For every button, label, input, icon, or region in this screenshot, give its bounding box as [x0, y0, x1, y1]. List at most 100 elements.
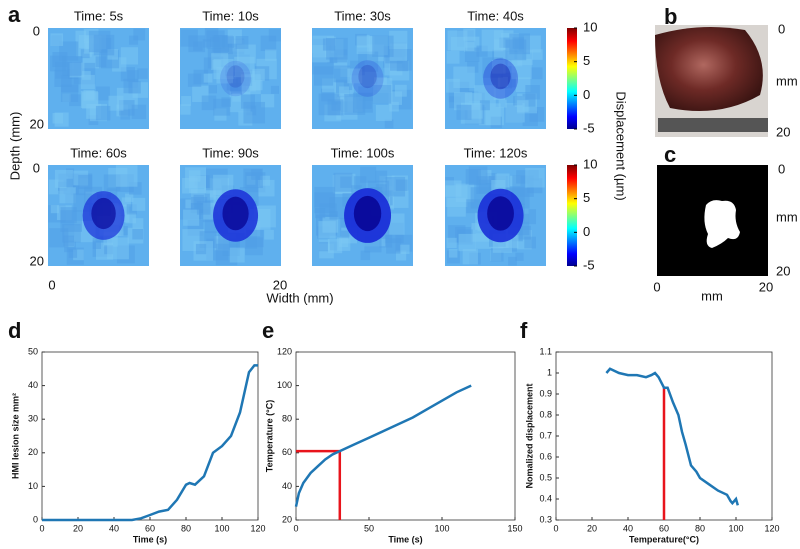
heatmap-texture — [252, 68, 265, 82]
y-tick-label: 0.6 — [539, 451, 552, 461]
heatmap-texture — [498, 99, 507, 108]
heatmap-texture — [516, 100, 529, 113]
heatmap-texture — [128, 35, 139, 45]
heatmap-texture — [229, 247, 245, 263]
heatmap-texture — [400, 244, 410, 254]
data-line — [42, 364, 258, 522]
map-title: Time: 10s — [202, 8, 259, 23]
heatmap-texture — [213, 174, 234, 195]
heatmap-texture — [396, 60, 409, 72]
colorbar-label: Displacement (µm) — [614, 91, 629, 200]
heatmap-texture — [126, 204, 137, 215]
heatmap-texture — [347, 68, 363, 84]
heatmap-texture — [193, 194, 204, 205]
y-tick-label: 0 — [778, 161, 785, 176]
heatmap-texture — [445, 180, 462, 197]
heatmap-texture — [375, 104, 392, 122]
data-line — [605, 367, 740, 506]
heatmap-texture — [188, 170, 201, 182]
heatmap-texture — [351, 185, 362, 196]
x-tick-label: 80 — [695, 523, 705, 533]
heatmap-texture — [464, 47, 480, 62]
heatmap-texture — [481, 29, 504, 52]
y-axis-label: HMI lesion size mm² — [10, 393, 20, 479]
colorbar-tick-label: 10 — [583, 19, 597, 34]
heatmap-texture — [196, 201, 211, 215]
y-tick-label: 1.1 — [539, 346, 552, 356]
heatmap-texture — [203, 73, 213, 83]
y-tick-label: 20 — [30, 116, 44, 131]
y-axis-label: Nomalized displacement — [524, 383, 534, 488]
heatmap-texture — [465, 42, 475, 52]
y-tick-label: 10 — [28, 481, 38, 491]
colorbar-tick-label: -5 — [583, 257, 595, 272]
x-tick-label: 40 — [623, 523, 633, 533]
y-tick-label: 0 — [33, 514, 38, 524]
heatmap-texture — [108, 95, 124, 111]
heatmap-texture — [446, 50, 460, 64]
heatmap-texture — [121, 197, 131, 207]
heatmap-texture — [82, 71, 91, 80]
y-tick-label: 0.9 — [539, 388, 552, 398]
lesion-core — [222, 196, 249, 231]
heatmap-texture — [201, 95, 217, 111]
heatmap-texture — [95, 105, 111, 121]
lesion-core — [91, 197, 116, 230]
heatmap-texture — [446, 237, 457, 249]
x-tick-label: 20 — [587, 523, 597, 533]
heatmap-texture — [93, 34, 115, 56]
heatmap-texture — [125, 193, 134, 202]
x-tick-label: 0 — [39, 523, 44, 533]
heatmap-texture — [353, 176, 367, 189]
x-tick-label: 120 — [764, 523, 779, 533]
heatmap-texture — [456, 104, 472, 120]
x-tick-label: 20 — [759, 279, 773, 294]
lesion-mask — [704, 200, 740, 248]
heatmap-texture — [213, 98, 231, 116]
heatmap-texture — [465, 169, 481, 185]
heatmap-texture — [264, 229, 274, 240]
y-tick-label: 40 — [28, 380, 38, 390]
heatmap-texture — [318, 221, 336, 239]
axis-label: mm — [701, 288, 723, 303]
y-tick-label: 0.5 — [539, 472, 552, 482]
colorbar — [567, 165, 577, 266]
lesion-core — [226, 65, 245, 88]
x-axis-label: Time (s) — [133, 534, 167, 544]
y-tick-label: 120 — [277, 346, 292, 356]
heatmap-texture — [458, 233, 476, 252]
heatmap-texture — [333, 65, 351, 83]
map-title: Time: 30s — [334, 8, 391, 23]
panel-label: a — [8, 2, 21, 27]
heatmap-texture — [243, 168, 263, 189]
heatmap-texture — [318, 241, 329, 252]
heatmap-texture — [327, 99, 344, 116]
colorbar-tick-label: 5 — [583, 190, 590, 205]
y-tick-label: 50 — [28, 346, 38, 356]
heatmap-texture — [243, 101, 266, 124]
tissue-photo — [655, 26, 763, 112]
y-tick-label: 60 — [282, 447, 292, 457]
heatmap-texture — [183, 209, 200, 226]
heatmap-texture — [386, 238, 402, 254]
axis-label: mm — [776, 209, 798, 224]
x-tick-label: 150 — [507, 523, 522, 533]
heatmap-texture — [181, 96, 192, 106]
colorbar-tick-label: -5 — [583, 120, 595, 135]
map-title: Time: 5s — [74, 8, 124, 23]
heatmap-texture — [375, 170, 388, 183]
heatmap-texture — [213, 59, 234, 80]
x-tick-label: 0 — [653, 279, 660, 294]
heatmap-texture — [505, 39, 527, 61]
x-tick-label: 50 — [364, 523, 374, 533]
heatmap-texture — [208, 85, 217, 94]
heatmap-texture — [60, 84, 79, 102]
y-tick-label: 20 — [776, 124, 790, 139]
heatmap-texture — [187, 73, 202, 87]
lesion-core — [487, 196, 514, 231]
heatmap-texture — [132, 218, 144, 229]
heatmap-texture — [50, 33, 64, 46]
heatmap-texture — [252, 79, 263, 91]
panel-label: f — [520, 318, 528, 343]
